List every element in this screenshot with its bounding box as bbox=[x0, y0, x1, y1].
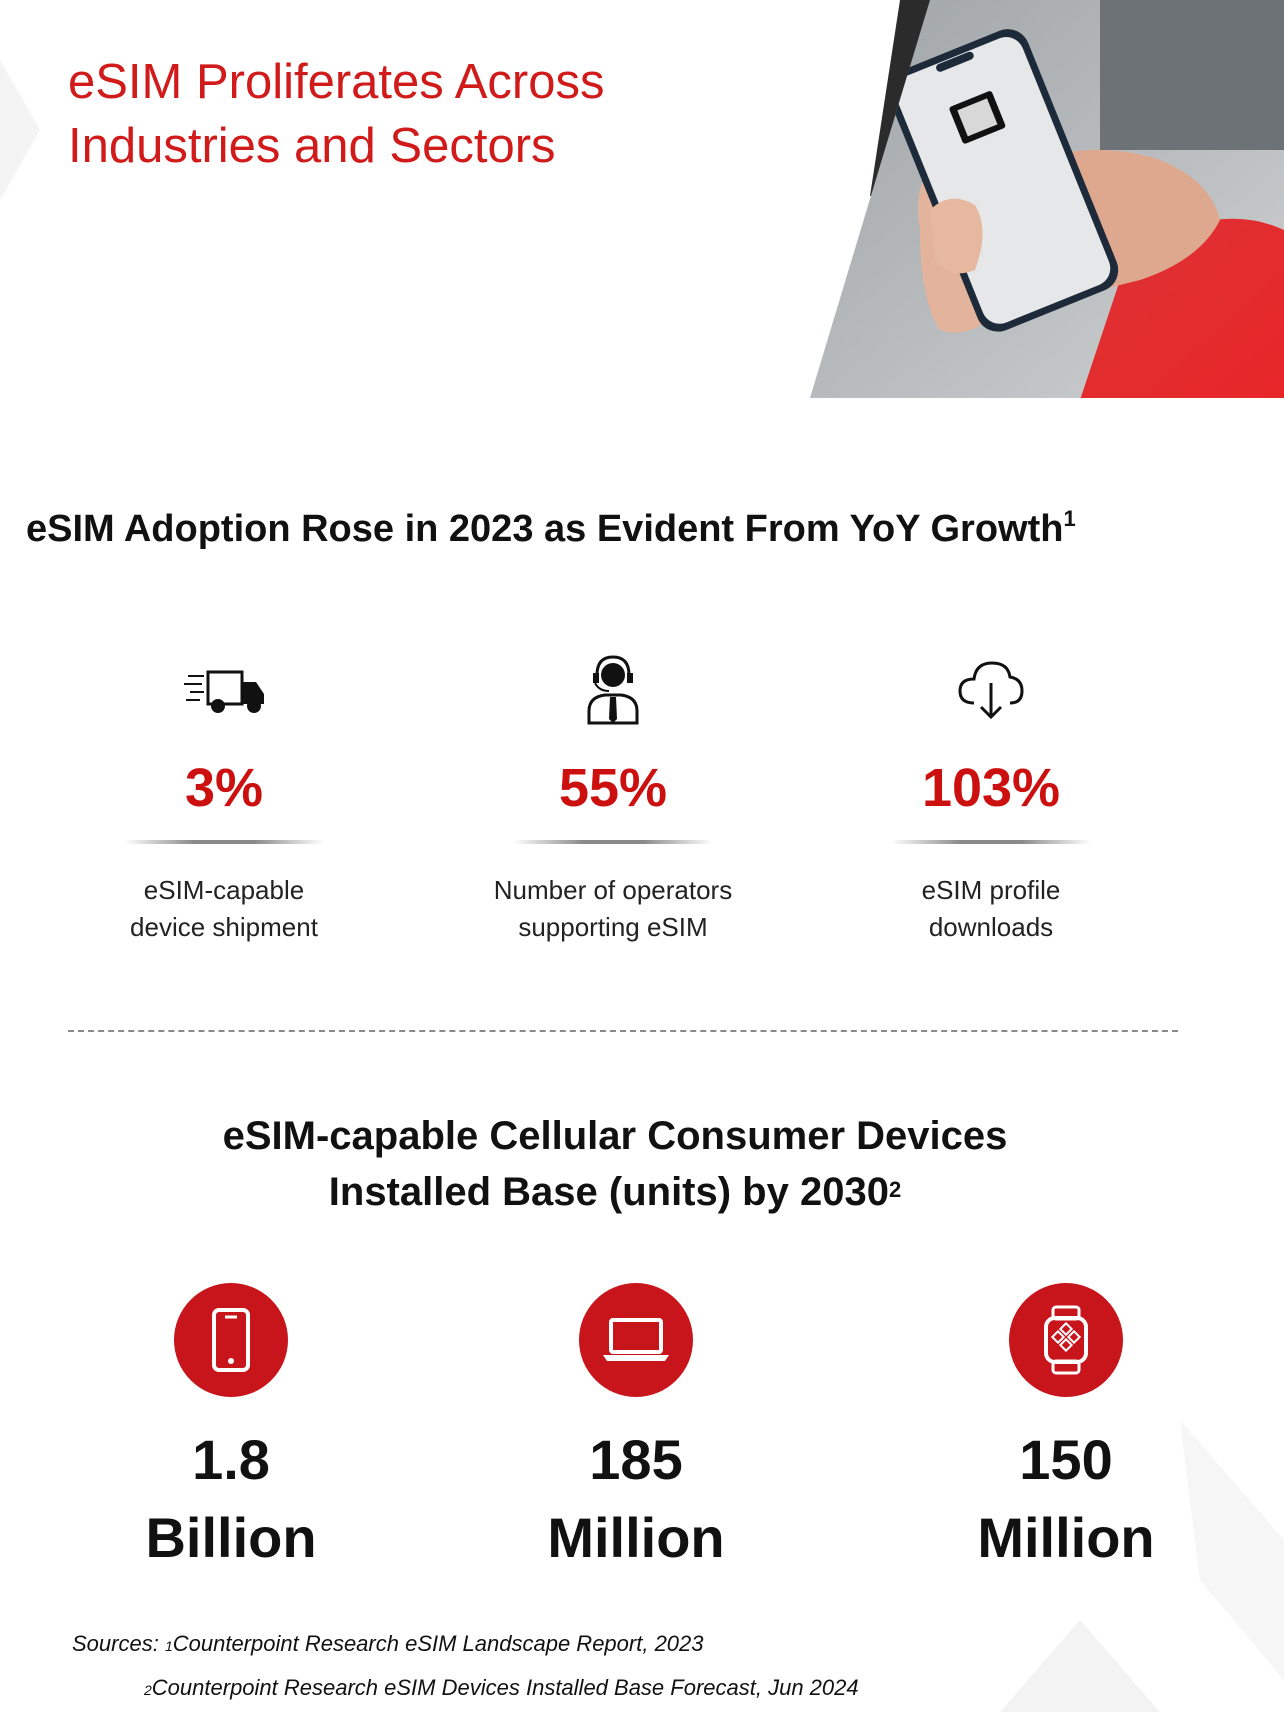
section-divider bbox=[68, 1030, 1178, 1032]
footnote-1-marker: 1 bbox=[1063, 506, 1076, 531]
stat-label: eSIM profile downloads bbox=[921, 875, 1061, 942]
smartphone-icon bbox=[174, 1283, 288, 1397]
stat-device-shipment: 3% eSIM-capable device shipment bbox=[74, 650, 374, 946]
stat-value: 3% bbox=[184, 758, 264, 818]
divider bbox=[891, 840, 1091, 844]
device-count: 1.8 Billion bbox=[145, 1428, 317, 1569]
device-count: 185 Million bbox=[547, 1428, 725, 1569]
smartwatch-icon bbox=[1009, 1283, 1123, 1397]
hero-phone-image bbox=[810, 0, 1284, 398]
footnote-2-marker: 2 bbox=[888, 1177, 902, 1202]
title-line-1: eSIM Proliferates Across bbox=[68, 55, 605, 109]
divider bbox=[124, 840, 324, 844]
sources-footnotes: Sources: 1Counterpoint Research eSIM Lan… bbox=[72, 1622, 859, 1710]
stat-profile-downloads: 103% eSIM profile downloads bbox=[841, 650, 1141, 946]
stat-operators: 55% Number of operators supporting eSIM bbox=[463, 650, 763, 946]
divider bbox=[513, 840, 713, 844]
adoption-heading: eSIM Adoption Rose in 2023 as Evident Fr… bbox=[26, 506, 1076, 550]
device-count: 150 Million bbox=[977, 1428, 1155, 1569]
source-2: 2Counterpoint Research eSIM Devices Inst… bbox=[144, 1675, 859, 1700]
page-title: eSIM Proliferates Across Industries and … bbox=[68, 50, 768, 178]
stat-value: 55% bbox=[558, 758, 668, 818]
device-smartwatches: 150 Million bbox=[886, 1283, 1246, 1577]
device-laptops: 185 Million bbox=[456, 1283, 816, 1577]
stat-label: eSIM-capable device shipment bbox=[130, 875, 318, 942]
title-line-2: Industries and Sectors bbox=[68, 119, 556, 173]
operator-headset-icon bbox=[463, 650, 763, 730]
cloud-download-icon bbox=[841, 650, 1141, 730]
device-smartphones: 1.8 Billion bbox=[51, 1283, 411, 1577]
installed-base-heading: eSIM-capable Cellular Consumer Devices I… bbox=[222, 1114, 1008, 1214]
stat-value: 103% bbox=[921, 758, 1061, 818]
stat-label: Number of operators supporting eSIM bbox=[493, 875, 733, 942]
source-1: Sources: 1Counterpoint Research eSIM Lan… bbox=[72, 1631, 704, 1656]
laptop-icon bbox=[579, 1283, 693, 1397]
delivery-truck-icon bbox=[74, 650, 374, 730]
